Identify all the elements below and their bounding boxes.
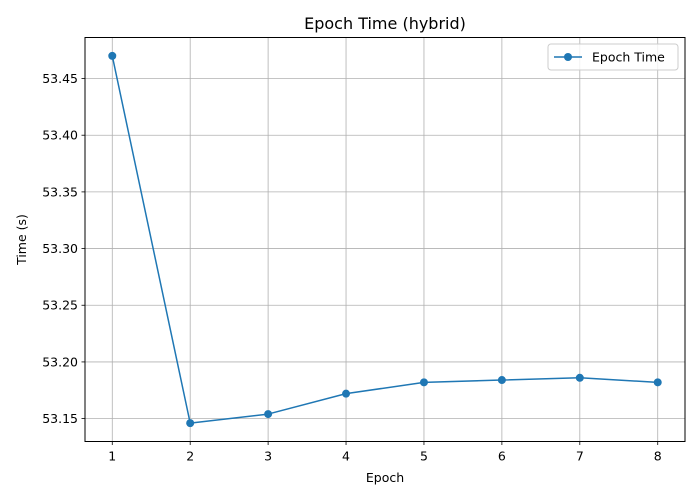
y-tick-label: 53.40 bbox=[42, 128, 78, 143]
plot-area-frame bbox=[84, 37, 686, 442]
x-tick-label: 7 bbox=[576, 449, 584, 464]
chart-title: Epoch Time (hybrid) bbox=[304, 14, 466, 33]
data-point bbox=[264, 410, 273, 419]
y-tick-label: 53.20 bbox=[42, 354, 78, 369]
data-point bbox=[342, 389, 351, 398]
data-point bbox=[186, 419, 195, 428]
legend: Epoch Time bbox=[547, 43, 679, 71]
data-point bbox=[497, 376, 506, 385]
y-axis-label: Time (s) bbox=[14, 214, 29, 266]
x-axis-label: Epoch bbox=[366, 470, 404, 485]
series-layer bbox=[108, 51, 662, 428]
legend-label: Epoch Time bbox=[592, 50, 665, 65]
x-tick-label: 8 bbox=[654, 449, 662, 464]
y-tick-label: 53.25 bbox=[42, 298, 78, 313]
x-tick-label: 3 bbox=[264, 449, 272, 464]
x-tick-label: 6 bbox=[498, 449, 506, 464]
x-axis-ticks: 1 2 3 4 5 6 7 8 bbox=[108, 441, 662, 464]
data-point bbox=[575, 373, 584, 382]
legend-box bbox=[547, 43, 679, 71]
y-tick-label: 53.15 bbox=[42, 411, 78, 426]
series-line bbox=[111, 55, 658, 424]
data-point bbox=[108, 51, 117, 60]
x-tick-label: 1 bbox=[108, 449, 116, 464]
x-tick-label: 4 bbox=[342, 449, 350, 464]
data-point bbox=[653, 378, 662, 387]
legend-marker-swatch bbox=[564, 53, 572, 61]
y-tick-label: 53.35 bbox=[42, 184, 78, 199]
x-tick-label: 2 bbox=[186, 449, 194, 464]
gridlines bbox=[85, 37, 685, 442]
data-point bbox=[419, 378, 428, 387]
y-tick-label: 53.45 bbox=[42, 71, 78, 86]
y-tick-label: 53.30 bbox=[42, 241, 78, 256]
y-axis-ticks: 53.15 53.20 53.25 53.30 53.35 53.40 53.45 bbox=[42, 71, 85, 426]
x-tick-label: 5 bbox=[420, 449, 428, 464]
